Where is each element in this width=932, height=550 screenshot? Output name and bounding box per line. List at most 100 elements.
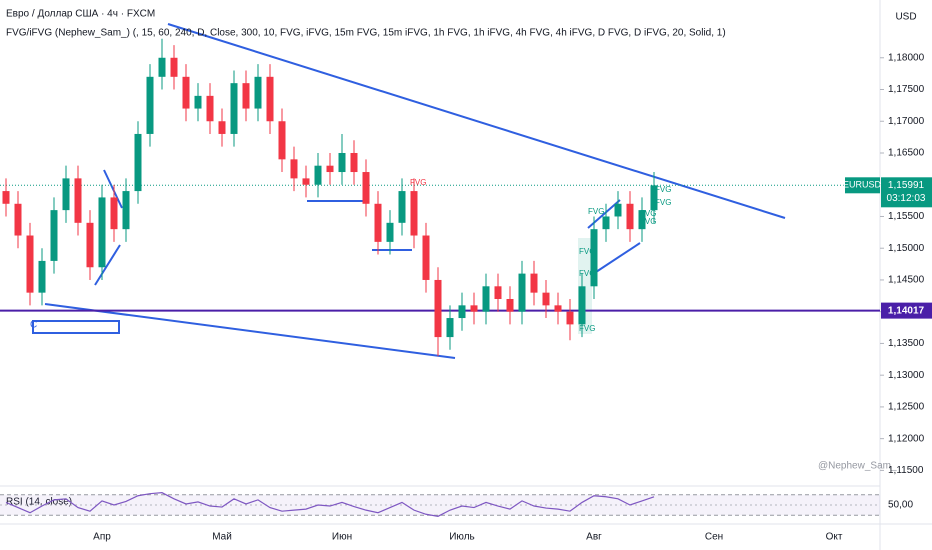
candle-body — [194, 95, 202, 109]
y-tick-label: 1,13000 — [888, 370, 925, 381]
candle-body — [254, 76, 262, 109]
candle-body — [482, 286, 490, 312]
watermark: @Nephew_Sam_ — [818, 461, 897, 472]
currency: USD — [895, 12, 916, 23]
y-tick-label: 1,16500 — [888, 148, 925, 159]
candle-body — [422, 235, 430, 280]
candle-body — [446, 318, 454, 338]
countdown: 03:12:03 — [887, 193, 926, 204]
fvg-label: FVG — [655, 185, 671, 194]
candle-body — [158, 57, 166, 77]
candle-body — [518, 273, 526, 312]
candle-body — [110, 197, 118, 230]
y-tick-label: 1,12500 — [888, 402, 925, 413]
wedge-line — [595, 242, 641, 273]
candle-body — [398, 191, 406, 223]
x-tick-label: Май — [212, 532, 232, 543]
x-tick-label: Авг — [586, 532, 602, 543]
candle-body — [266, 76, 274, 122]
candle-body — [122, 191, 130, 230]
candle-body — [410, 191, 418, 236]
trend-line — [167, 23, 786, 219]
trend-line — [44, 303, 456, 359]
candle-body — [170, 57, 178, 77]
candle-body — [38, 260, 46, 293]
candle-body — [290, 159, 298, 179]
fvg-label: FVG — [410, 178, 426, 187]
candle-body — [494, 286, 502, 299]
candle-body — [314, 165, 322, 185]
symbol-label: EURUSD — [843, 180, 882, 190]
x-tick-label: Июн — [332, 532, 352, 543]
rsi-line — [5, 492, 655, 517]
price-box — [881, 177, 932, 208]
x-tick-label: Окт — [826, 532, 843, 543]
fvg-label: FVG — [579, 324, 595, 333]
y-tick-label: 1,17500 — [888, 84, 925, 95]
candle-body — [338, 152, 346, 173]
candle-body — [302, 178, 310, 185]
candle-body — [278, 121, 286, 160]
box — [32, 320, 120, 334]
candle-body — [542, 292, 550, 306]
trend-line — [103, 169, 123, 209]
fvg-label: FVG — [579, 269, 595, 278]
candle-body — [554, 305, 562, 312]
candle-body — [62, 178, 70, 211]
x-tick-label: Июль — [449, 532, 475, 543]
candle-body — [434, 279, 442, 338]
x-tick-label: Сен — [705, 532, 723, 543]
candle-body — [578, 286, 586, 325]
candle-body — [26, 235, 34, 293]
candle-body — [206, 95, 214, 122]
indicator-label: FVG/iFVG (Nephew_Sam_) (, 15, 60, 240, D… — [6, 28, 726, 39]
fvg-label: FVG — [655, 198, 671, 207]
chart-title: Евро / Доллар США · 4ч · FXCM — [6, 9, 155, 20]
candle-body — [242, 83, 250, 109]
candle-body — [362, 172, 370, 204]
hline-label: 1,14017 — [888, 305, 925, 316]
candle-body — [146, 76, 154, 134]
candle-body — [566, 311, 574, 325]
y-tick-label: 1,14500 — [888, 275, 925, 286]
candle-body — [530, 273, 538, 293]
candle-body — [14, 203, 22, 236]
y-tick-label: 1,13500 — [888, 338, 925, 349]
candle-body — [326, 165, 334, 173]
candle-body — [50, 210, 58, 261]
hline-box — [881, 302, 932, 319]
candle-body — [506, 298, 514, 312]
candle-body — [86, 222, 94, 268]
candle-body — [602, 216, 610, 230]
y-tick-label: 1,18000 — [888, 52, 925, 63]
y-tick-label: 1,15500 — [888, 211, 925, 222]
y-tick-label: 1,17000 — [888, 116, 925, 127]
candle-body — [182, 76, 190, 109]
candle-body — [218, 121, 226, 134]
candle-body — [374, 203, 382, 242]
candle-body — [386, 222, 394, 242]
symbol-box — [845, 177, 880, 194]
candle-body — [614, 203, 622, 217]
x-tick-label: Апр — [93, 532, 111, 543]
rsi-title: RSI (14, close) — [6, 497, 72, 508]
candle-body — [638, 210, 646, 230]
candle-body — [458, 305, 466, 319]
fvg-label: FVG — [588, 207, 604, 216]
y-tick-label: 1,15000 — [888, 243, 925, 254]
candle-body — [650, 185, 658, 211]
candle-body — [626, 203, 634, 230]
candle-body — [230, 83, 238, 134]
y-tick-label: 1,11500 — [888, 465, 924, 476]
y-tick-label: 1,12000 — [888, 433, 925, 444]
candle-body — [2, 191, 10, 204]
candle-body — [74, 178, 82, 223]
candle-body — [134, 133, 142, 192]
fvg-label: FVG — [579, 247, 595, 256]
fvg-label: FVG — [640, 209, 656, 218]
candle-body — [470, 305, 478, 312]
box-label: C — [30, 320, 37, 331]
candle-body — [350, 152, 358, 173]
